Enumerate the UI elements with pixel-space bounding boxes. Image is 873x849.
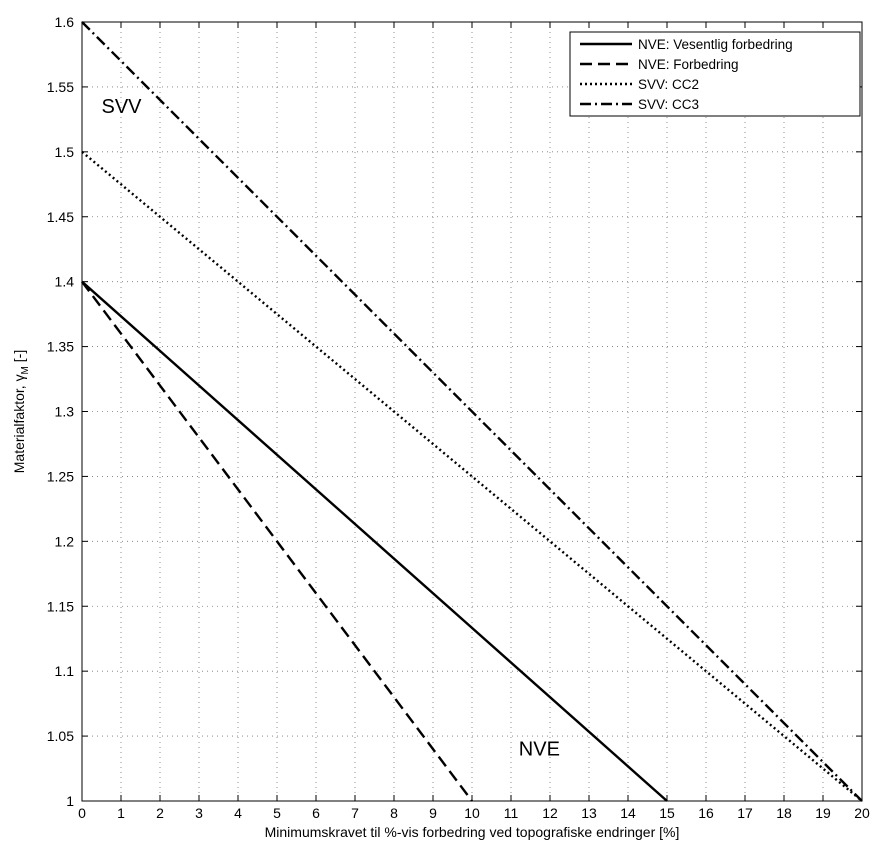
x-tick-label: 3 <box>195 805 203 821</box>
series-line-dashed <box>81 280 473 802</box>
legend: NVE: Vesentlig forbedring NVE: Forbedring… <box>569 31 861 117</box>
x-tick-label: 7 <box>351 805 359 821</box>
legend-box <box>569 31 861 117</box>
series-lines <box>81 21 863 802</box>
y-tick-label: 1.4 <box>55 274 75 290</box>
series-line-dashdot <box>81 21 863 802</box>
y-tick-label: 1.3 <box>55 404 75 420</box>
x-tick-label: 13 <box>581 805 597 821</box>
x-axis-label: Minimumskravet til %-vis forbedring ved … <box>265 824 680 840</box>
annotation-label: SVV <box>102 96 143 118</box>
annotations: SVV NVE <box>102 96 560 761</box>
y-axis-label-suffix: [-] <box>11 350 27 366</box>
x-tick-label: 10 <box>464 805 480 821</box>
x-tick-label: 14 <box>620 805 636 821</box>
y-tick-label: 1.1 <box>55 663 75 679</box>
x-tick-label: 4 <box>234 805 242 821</box>
legend-entry-label: NVE: Vesentlig forbedring <box>638 37 793 52</box>
y-axis-label: Materialfaktor, γM [-] <box>11 350 31 474</box>
y-tick-label: 1.15 <box>47 598 74 614</box>
x-tick-label: 16 <box>698 805 714 821</box>
axis-ticks: 0 1 2 3 4 5 6 7 8 9 10 11 12 13 14 15 16 17 18 19 2011.051.1… <box>47 14 870 821</box>
x-tick-label: 2 <box>156 805 164 821</box>
x-tick-label: 18 <box>776 805 792 821</box>
x-tick-label: 9 <box>429 805 437 821</box>
x-tick-label: 17 <box>737 805 753 821</box>
legend-entry-label: NVE: Forbedring <box>638 57 739 72</box>
x-tick-label: 20 <box>854 805 870 821</box>
series-line-dotted <box>81 150 863 802</box>
x-tick-label: 11 <box>504 805 519 821</box>
annotation-label: NVE <box>519 739 560 761</box>
y-tick-label: 1 <box>66 793 74 809</box>
y-tick-label: 1.2 <box>55 533 75 549</box>
y-tick-label: 1.5 <box>55 144 75 160</box>
y-tick-label: 1.35 <box>47 339 74 355</box>
y-tick-label: 1.55 <box>47 79 74 95</box>
y-axis-label-sub: M <box>20 366 31 374</box>
y-tick-label: 1.25 <box>47 468 74 484</box>
x-tick-label: 0 <box>78 805 86 821</box>
x-tick-label: 19 <box>815 805 831 821</box>
y-tick-label: 1.45 <box>47 209 74 225</box>
x-tick-label: 15 <box>659 805 675 821</box>
y-tick-label: 1.6 <box>55 14 75 30</box>
legend-entry-label: SVV: CC3 <box>638 97 699 112</box>
series-line-solid <box>81 280 668 802</box>
y-axis-label-main: Materialfaktor, γ <box>11 374 27 473</box>
x-tick-label: 8 <box>390 805 398 821</box>
x-tick-label: 5 <box>273 805 281 821</box>
x-tick-label: 1 <box>117 805 125 821</box>
x-tick-label: 6 <box>312 805 320 821</box>
legend-entry-label: SVV: CC2 <box>638 77 699 92</box>
y-tick-label: 1.05 <box>47 728 74 744</box>
x-tick-label: 12 <box>542 805 558 821</box>
